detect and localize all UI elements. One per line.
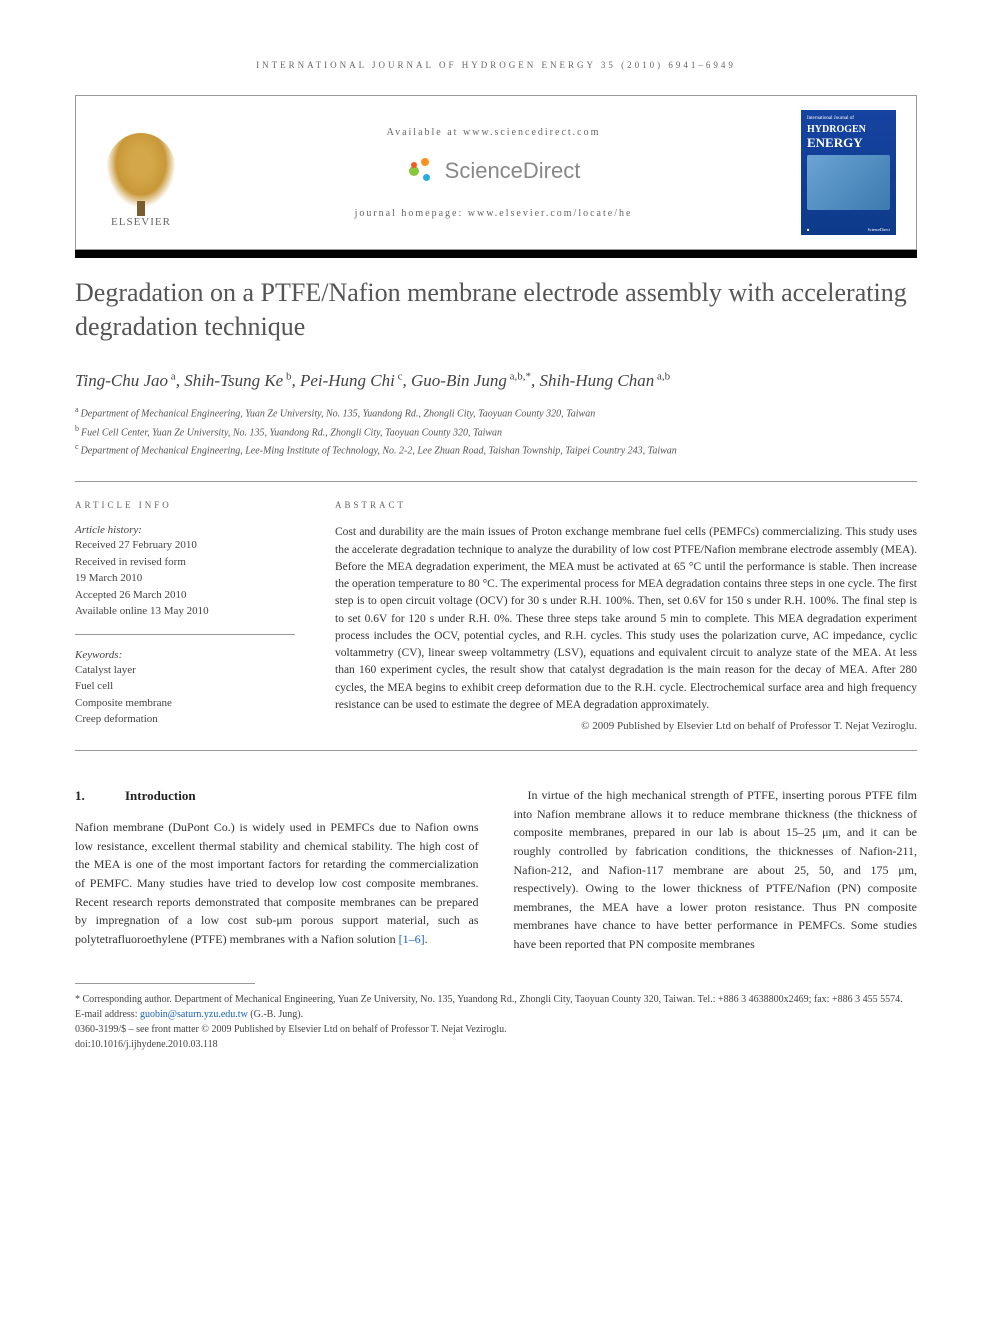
keyword-line: Fuel cell [75, 678, 295, 695]
history-label: Article history: [75, 524, 295, 536]
corresponding-author-note: * Corresponding author. Department of Me… [75, 992, 917, 1007]
cover-hydrogen-text: HYDROGEN [807, 124, 890, 135]
author-affiliation-sup: b [283, 370, 291, 382]
author-affiliation-sup: a,b [654, 370, 670, 382]
section-title: Introduction [125, 788, 196, 803]
article-info-heading: ARTICLE INFO [75, 500, 295, 510]
history-line: Received 27 February 2010 [75, 537, 295, 554]
keyword-line: Creep deformation [75, 711, 295, 728]
keywords-label: Keywords: [75, 649, 295, 661]
email-line: E-mail address: guobin@saturn.yzu.edu.tw… [75, 1007, 917, 1022]
cover-footer: ■ScienceDirect [807, 227, 890, 232]
history-line: Accepted 26 March 2010 [75, 587, 295, 604]
divider [75, 750, 917, 751]
doi-line: doi:10.1016/j.ijhydene.2010.03.118 [75, 1037, 917, 1052]
sciencedirect-dot [421, 158, 429, 166]
header-center: Available at www.sciencedirect.com Scien… [186, 127, 801, 219]
sciencedirect-icon [407, 156, 437, 186]
section-number: 1. [75, 786, 125, 806]
author-affiliation-sup: a [168, 370, 176, 382]
section-heading: 1.Introduction [75, 786, 479, 806]
email-link[interactable]: guobin@saturn.yzu.edu.tw [140, 1009, 248, 1020]
abstract-text: Cost and durability are the main issues … [335, 524, 917, 714]
author-name: Shih-Tsung Ke [184, 371, 283, 390]
footnote-divider [75, 983, 255, 984]
abstract-column: ABSTRACT Cost and durability are the mai… [335, 500, 917, 732]
article-history-block: Article history: Received 27 February 20… [75, 524, 295, 635]
issn-line: 0360-3199/$ – see front matter © 2009 Pu… [75, 1022, 917, 1037]
author-affiliation-sup: a,b,* [507, 370, 531, 382]
history-line: Received in revised form [75, 554, 295, 571]
article-title: Degradation on a PTFE/Nafion membrane el… [75, 276, 917, 344]
affiliation-line: b Fuel Cell Center, Yuan Ze University, … [75, 423, 917, 441]
keyword-line: Catalyst layer [75, 662, 295, 679]
elsevier-logo: ELSEVIER [96, 118, 186, 228]
cover-energy-text: ENERGY [807, 135, 890, 151]
history-line: Available online 13 May 2010 [75, 603, 295, 620]
body-columns: 1.Introduction Nafion membrane (DuPont C… [75, 786, 917, 953]
body-paragraph: Nafion membrane (DuPont Co.) is widely u… [75, 818, 479, 948]
keywords-block: Keywords: Catalyst layerFuel cellComposi… [75, 649, 295, 728]
journal-homepage-text: journal homepage: www.elsevier.com/locat… [186, 208, 801, 219]
page-container: INTERNATIONAL JOURNAL OF HYDROGEN ENERGY… [0, 0, 992, 1092]
title-bar [75, 250, 917, 258]
divider [75, 481, 917, 482]
article-info-column: ARTICLE INFO Article history: Received 2… [75, 500, 295, 732]
cover-image [807, 155, 890, 210]
abstract-copyright: © 2009 Published by Elsevier Ltd on beha… [335, 720, 917, 732]
sciencedirect-text: ScienceDirect [445, 158, 581, 184]
body-paragraph: In virtue of the high mechanical strengt… [514, 786, 918, 953]
author-name: Shih-Hung Chan [540, 371, 655, 390]
affiliation-line: c Department of Mechanical Engineering, … [75, 441, 917, 459]
footnotes-block: * Corresponding author. Department of Me… [75, 992, 917, 1052]
reference-link[interactable]: [1–6] [399, 932, 425, 946]
affiliations-block: a Department of Mechanical Engineering, … [75, 404, 917, 459]
journal-cover-thumbnail: International Journal of HYDROGEN ENERGY… [801, 110, 896, 235]
running-head: INTERNATIONAL JOURNAL OF HYDROGEN ENERGY… [75, 60, 917, 70]
history-line: 19 March 2010 [75, 570, 295, 587]
body-column-left: 1.Introduction Nafion membrane (DuPont C… [75, 786, 479, 953]
body-column-right: In virtue of the high mechanical strengt… [514, 786, 918, 953]
info-abstract-row: ARTICLE INFO Article history: Received 2… [75, 500, 917, 732]
author-name: Pei-Hung Chi [300, 371, 395, 390]
affiliation-line: a Department of Mechanical Engineering, … [75, 404, 917, 422]
sciencedirect-dot [423, 174, 430, 181]
author-name: Guo-Bin Jung [411, 371, 507, 390]
elsevier-tree-icon [106, 133, 176, 208]
author-affiliation-sup: c [395, 370, 403, 382]
available-at-text: Available at www.sciencedirect.com [186, 127, 801, 138]
elsevier-text: ELSEVIER [111, 216, 171, 228]
abstract-heading: ABSTRACT [335, 500, 917, 510]
sciencedirect-dot [411, 162, 417, 168]
keyword-line: Composite membrane [75, 695, 295, 712]
author-name: Ting-Chu Jao [75, 371, 168, 390]
authors-line: Ting-Chu Jao a, Shih-Tsung Ke b, Pei-Hun… [75, 369, 917, 393]
sciencedirect-brand: ScienceDirect [186, 156, 801, 186]
journal-header: ELSEVIER Available at www.sciencedirect.… [75, 95, 917, 250]
cover-subtitle: International Journal of [807, 116, 890, 122]
